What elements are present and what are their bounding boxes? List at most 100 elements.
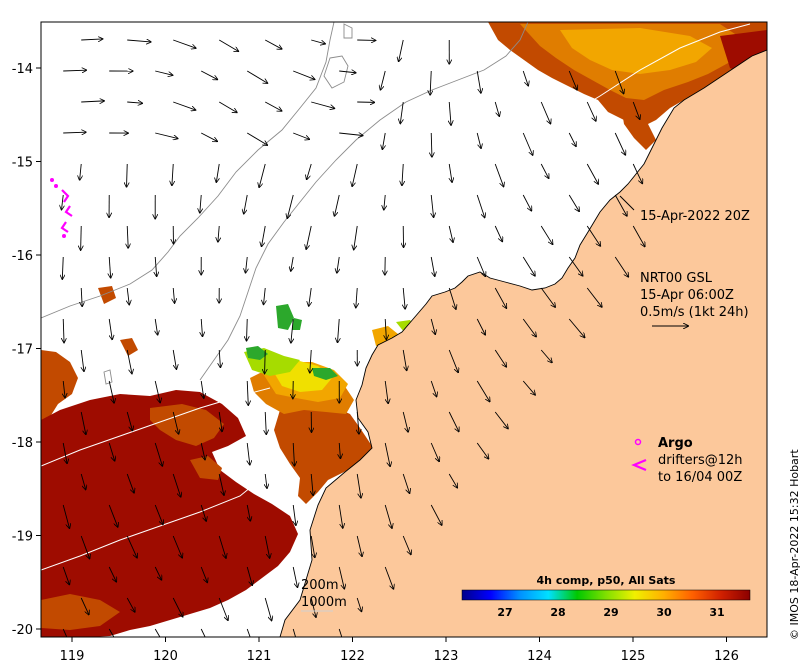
current-arrow xyxy=(430,442,439,461)
current-arrow xyxy=(259,163,266,187)
current-arrow xyxy=(246,566,252,585)
current-arrow xyxy=(172,535,182,558)
y-tick-label: -20 xyxy=(12,623,33,638)
current-arrow xyxy=(247,380,248,405)
current-arrow xyxy=(80,411,86,434)
current-arrow xyxy=(568,194,579,211)
current-arrow xyxy=(80,163,82,180)
current-arrow xyxy=(306,225,312,249)
current-arrow xyxy=(201,70,217,79)
current-arrow xyxy=(402,473,409,493)
current-arrow xyxy=(311,473,313,495)
current-arrow xyxy=(614,132,625,155)
drifter-legend-marker xyxy=(631,458,647,472)
current-arrow xyxy=(476,442,488,459)
current-arrow xyxy=(384,442,390,466)
current-arrow xyxy=(310,349,311,373)
current-arrow xyxy=(62,442,67,463)
bathy-200-label: 200m xyxy=(301,578,338,593)
current-arrow xyxy=(632,101,639,119)
current-arrow xyxy=(126,411,132,430)
current-arrow xyxy=(246,504,250,521)
current-arrow xyxy=(307,163,312,179)
current-arrow xyxy=(568,132,576,146)
bathy-1000-label: 1000m xyxy=(301,595,347,610)
current-arrow xyxy=(399,39,404,61)
colorbar-tick-label: 30 xyxy=(656,606,672,619)
current-arrow xyxy=(614,256,628,277)
current-arrow xyxy=(402,535,411,554)
current-arrow xyxy=(522,256,535,276)
current-arrow xyxy=(109,256,110,278)
current-arrow xyxy=(354,225,358,249)
current-arrow xyxy=(126,597,135,612)
current-arrow xyxy=(127,225,128,248)
current-arrow xyxy=(200,566,207,582)
time-label: 15-Apr-2022 20Z xyxy=(640,209,750,224)
current-arrow xyxy=(430,256,434,276)
current-arrow xyxy=(200,504,206,521)
current-arrow xyxy=(108,566,116,582)
current-arrow xyxy=(154,442,162,466)
current-arrow xyxy=(292,628,297,637)
current-arrow xyxy=(80,473,85,489)
current-arrow xyxy=(200,628,206,637)
argo-legend-marker xyxy=(634,438,642,446)
current-arrow xyxy=(126,349,132,373)
current-arrow xyxy=(127,40,150,42)
current-arrow xyxy=(522,132,532,155)
gsl-label-line1: NRT00 GSL xyxy=(640,271,713,286)
current-arrow xyxy=(494,163,503,186)
current-arrow xyxy=(264,597,271,620)
current-arrow xyxy=(402,411,408,432)
current-arrow xyxy=(540,225,552,244)
sst-patch-central xyxy=(244,304,488,504)
current-arrow xyxy=(430,504,442,525)
current-arrow xyxy=(62,504,69,528)
colorbar-tick-label: 27 xyxy=(497,606,512,619)
current-arrow xyxy=(246,628,251,637)
current-arrow xyxy=(63,318,64,342)
current-arrow xyxy=(264,535,269,558)
current-arrow xyxy=(431,132,432,157)
sst-patch-southwest xyxy=(41,286,298,637)
current-arrow xyxy=(265,39,281,49)
x-tick-label: 121 xyxy=(247,649,272,664)
current-arrow xyxy=(81,349,84,371)
x-tick-label: 124 xyxy=(527,649,552,664)
current-arrow xyxy=(155,132,177,138)
current-arrow xyxy=(293,70,314,79)
current-arrow xyxy=(247,442,250,465)
current-arrow xyxy=(246,132,267,145)
x-tick-label: 126 xyxy=(714,649,739,664)
current-arrow xyxy=(81,39,102,40)
colorbar xyxy=(461,589,751,601)
current-arrow xyxy=(384,504,392,528)
x-tick-label: 119 xyxy=(60,649,85,664)
current-arrow xyxy=(632,225,644,246)
current-arrow xyxy=(62,566,69,584)
current-arrow xyxy=(173,101,195,110)
current-arrow xyxy=(338,628,343,637)
current-arrow xyxy=(218,535,226,558)
current-arrow xyxy=(155,318,157,335)
current-arrow xyxy=(430,318,435,334)
current-arrow xyxy=(309,287,311,306)
current-arrow xyxy=(476,70,481,93)
current-arrow xyxy=(448,473,457,488)
current-arrow xyxy=(476,256,485,276)
current-arrow xyxy=(154,628,161,637)
y-tick-label: -19 xyxy=(12,530,33,545)
colorbar-tick-label: 28 xyxy=(550,606,565,619)
current-arrow xyxy=(356,287,357,307)
current-arrow xyxy=(403,287,405,309)
current-arrow xyxy=(292,566,297,587)
current-arrow xyxy=(173,287,174,303)
current-arrow xyxy=(494,101,499,116)
current-arrow xyxy=(431,194,433,217)
current-arrow xyxy=(265,101,281,111)
x-tick-label: 123 xyxy=(434,649,459,664)
current-arrow xyxy=(264,287,266,304)
current-arrow xyxy=(293,504,296,525)
current-arrow xyxy=(476,380,489,401)
